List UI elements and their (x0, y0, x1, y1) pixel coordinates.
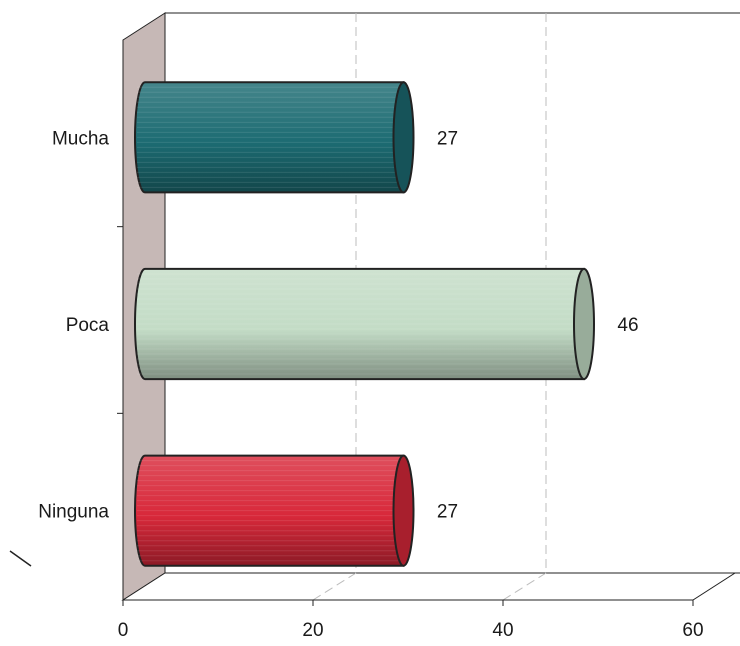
gridline-floor (502, 572, 547, 601)
bars (133, 81, 595, 567)
data-label: 27 (437, 502, 458, 523)
data-label: 27 (437, 128, 458, 149)
x-tick-label: 20 (302, 620, 323, 641)
bar-end-cap (392, 81, 415, 194)
bar-body (134, 454, 405, 567)
labels: 0 20 40 60 Mucha 27 Poca 46 Ninguna 27 (38, 128, 703, 641)
data-label: 46 (617, 315, 638, 336)
x-tick-label: 60 (682, 620, 703, 641)
axes (9, 40, 694, 606)
bar-body (134, 81, 405, 194)
x-tick-label: 0 (118, 620, 129, 641)
bar-body (133, 267, 585, 381)
bar-poca (133, 267, 595, 381)
floor (121, 572, 737, 601)
axis-break-mark (9, 550, 32, 567)
bar-ninguna (134, 454, 415, 567)
x-tick-label: 40 (492, 620, 513, 641)
gridline-floor (312, 572, 357, 601)
bar-end-cap (392, 454, 415, 567)
category-label: Ninguna (38, 502, 109, 523)
category-label: Mucha (52, 128, 109, 149)
bar-mucha (134, 81, 415, 194)
category-label: Poca (66, 315, 110, 336)
bar-end-cap (573, 267, 595, 381)
